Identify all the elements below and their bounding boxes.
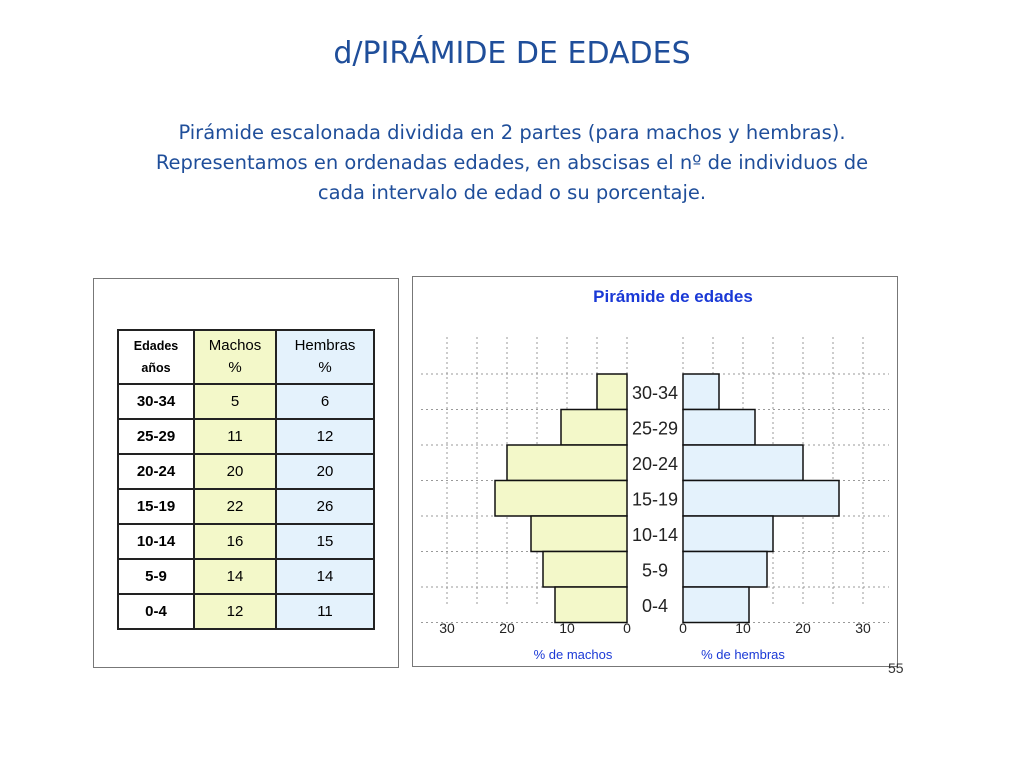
population-pyramid-panel: 30-34 25-29 20-24 15-19 10-14 5-9 0-4 Pirámide … xyxy=(412,276,898,667)
body-line: Pirámide escalonada dividida en 2 partes… xyxy=(178,121,846,144)
cell-age: 0-4 xyxy=(117,593,195,630)
slide-title: d/PIRÁMIDE DE EDADES xyxy=(333,36,691,71)
cell-machos: 20 xyxy=(193,453,277,490)
cell-machos: 14 xyxy=(193,558,277,595)
age-group-label: 10-14 xyxy=(632,525,678,545)
x-axis-label-hembras: % de hembras xyxy=(701,647,785,662)
x-tick-label: 10 xyxy=(559,620,575,636)
cell-hembras: 11 xyxy=(275,593,375,630)
table-row: 0-4 12 11 xyxy=(117,593,375,630)
population-pyramid-chart: 30-34 25-29 20-24 15-19 10-14 5-9 0-4 Pirámide … xyxy=(421,287,889,662)
bar-hembras xyxy=(682,515,774,553)
cell-machos: 12 xyxy=(193,593,277,630)
cell-hembras: 6 xyxy=(275,383,375,420)
cell-hembras: 14 xyxy=(275,558,375,595)
age-group-label: 30-34 xyxy=(632,383,678,403)
x-axis-label-machos: % de machos xyxy=(534,647,613,662)
bar-hembras xyxy=(682,408,756,446)
age-group-label: 25-29 xyxy=(632,418,678,438)
cell-machos: 11 xyxy=(193,418,277,455)
header-hembras-line2: % xyxy=(318,359,332,376)
header-age-line1: Edades xyxy=(133,339,179,353)
x-tick-label: 20 xyxy=(499,620,515,636)
header-age: Edades años xyxy=(117,329,195,385)
x-tick-label: 0 xyxy=(679,620,687,636)
bar-machos xyxy=(554,586,628,624)
table-row: 20-24 20 20 xyxy=(117,453,375,490)
cell-age: 25-29 xyxy=(117,418,195,455)
cell-hembras: 12 xyxy=(275,418,375,455)
header-machos: Machos % xyxy=(193,329,277,385)
header-hembras: Hembras % xyxy=(275,329,375,385)
x-tick-label: 30 xyxy=(439,620,455,636)
body-line: Representamos en ordenadas edades, en ab… xyxy=(155,151,869,174)
bar-hembras xyxy=(682,373,720,411)
cell-machos: 22 xyxy=(193,488,277,525)
table-row: 30-34 5 6 xyxy=(117,383,375,420)
cell-age: 15-19 xyxy=(117,488,195,525)
bar-machos xyxy=(596,373,628,411)
age-data-table: Edades años Machos % Hembras % 30-34 5 6… xyxy=(117,329,375,630)
x-tick-label: 10 xyxy=(735,620,751,636)
header-hembras-line1: Hembras xyxy=(294,337,356,354)
body-line: cada intervalo de edad o su porcentaje. xyxy=(317,181,707,204)
header-machos-line2: % xyxy=(228,359,242,376)
table-row: 5-9 14 14 xyxy=(117,558,375,595)
bar-machos xyxy=(542,550,628,588)
table-header-row: Edades años Machos % Hembras % xyxy=(117,329,375,385)
page-number: 55 xyxy=(888,660,904,676)
x-tick-label: 20 xyxy=(795,620,811,636)
table-row: 15-19 22 26 xyxy=(117,488,375,525)
chart-title: Pirámide de edades xyxy=(593,287,753,306)
cell-hembras: 20 xyxy=(275,453,375,490)
bar-hembras xyxy=(682,479,840,517)
bar-machos xyxy=(506,444,628,482)
x-tick-label: 30 xyxy=(855,620,871,636)
cell-hembras: 15 xyxy=(275,523,375,560)
cell-machos: 16 xyxy=(193,523,277,560)
cell-age: 5-9 xyxy=(117,558,195,595)
slide-body: Pirámide escalonada dividida en 2 partes… xyxy=(60,118,964,208)
x-tick-label: 0 xyxy=(623,620,631,636)
bar-hembras xyxy=(682,586,750,624)
cell-age: 30-34 xyxy=(117,383,195,420)
bar-machos xyxy=(494,479,628,517)
cell-hembras: 26 xyxy=(275,488,375,525)
age-group-label: 0-4 xyxy=(642,596,668,616)
bar-hembras xyxy=(682,550,768,588)
cell-age: 10-14 xyxy=(117,523,195,560)
age-group-label: 5-9 xyxy=(642,560,668,580)
bar-machos xyxy=(530,515,628,553)
data-table-panel: Edades años Machos % Hembras % 30-34 5 6… xyxy=(93,278,399,668)
table-row: 10-14 16 15 xyxy=(117,523,375,560)
bar-machos xyxy=(560,408,628,446)
cell-machos: 5 xyxy=(193,383,277,420)
age-group-label: 15-19 xyxy=(632,489,678,509)
cell-age: 20-24 xyxy=(117,453,195,490)
header-age-line2: años xyxy=(141,361,171,375)
bar-hembras xyxy=(682,444,804,482)
table-row: 25-29 11 12 xyxy=(117,418,375,455)
header-machos-line1: Machos xyxy=(208,337,262,354)
age-group-label: 20-24 xyxy=(632,454,678,474)
